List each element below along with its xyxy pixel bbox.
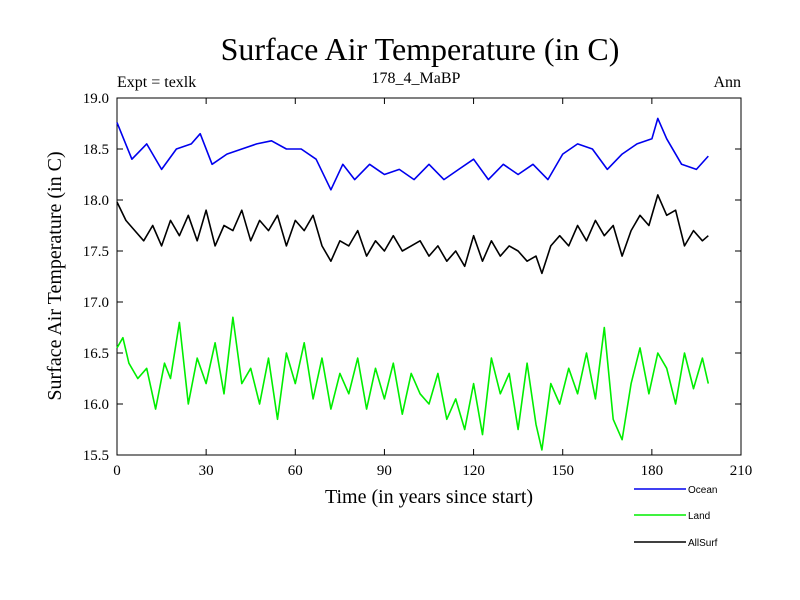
x-tick-label-5: 150 [551,463,574,479]
chart-title: Surface Air Temperature (in C) [221,31,620,67]
data-series [116,117,710,451]
x-tick-label-0: 0 [113,463,121,479]
x-axis-tick-labels: 0 30 60 90 120 150 180 210 [113,463,752,479]
y-axis-label: Surface Air Temperature (in C) [44,151,66,400]
x-tick-label-6: 180 [641,463,664,479]
season-label: Ann [713,74,741,91]
x-tick-label-7: 210 [730,463,753,479]
y-tick-label-3: 17.0 [83,295,109,311]
y-tick-label-2: 16.5 [83,346,109,362]
experiment-label: Expt = texlk [117,74,196,91]
series-line-allsurf [116,194,709,275]
x-axis-ticks [116,98,742,455]
x-tick-label-1: 30 [199,463,214,479]
plot-frame [116,97,742,456]
x-axis-label: Time (in years since start) [325,486,533,508]
legend-label-ocean: Ocean [688,485,717,496]
legend: Ocean Land AllSurf [634,485,718,549]
x-tick-label-2: 60 [288,463,303,479]
y-axis-tick-labels: 15.5 16.0 16.5 17.0 17.5 18.0 18.5 19.0 [83,91,109,464]
y-tick-label-5: 18.0 [83,193,109,209]
y-tick-label-4: 17.5 [83,244,109,260]
x-tick-label-3: 90 [377,463,392,479]
y-tick-label-0: 15.5 [83,448,109,464]
y-tick-label-6: 18.5 [83,142,109,158]
y-axis-ticks [117,97,741,456]
series-line-land [116,316,710,451]
y-tick-label-7: 19.0 [83,91,109,107]
legend-label-allsurf: AllSurf [688,538,718,549]
series-line-ocean [116,117,709,191]
legend-label-land: Land [688,511,710,522]
x-tick-label-4: 120 [462,463,485,479]
chart-subtitle: 178_4_MaBP [372,70,461,87]
y-tick-label-1: 16.0 [83,397,109,413]
